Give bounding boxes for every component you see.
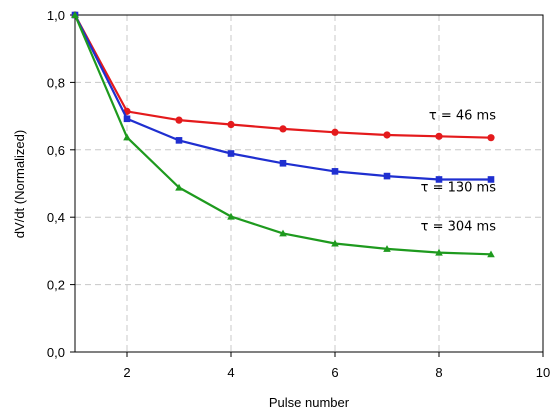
y-tick-label: 0,8 [47,75,65,90]
data-point [487,134,495,142]
data-point [227,120,235,129]
y-tick-label: 0,0 [47,345,65,360]
data-point [383,172,391,180]
data-point [331,128,339,136]
series-line [74,14,491,181]
data-point [435,248,443,256]
data-point [331,239,339,247]
x-tick-label: 8 [435,365,442,380]
series-2 [71,11,495,183]
x-tick-label: 4 [227,365,234,380]
data-point [487,176,495,183]
data-point [383,245,391,252]
data-point [487,250,495,258]
data-point [279,125,287,133]
grid [75,15,543,352]
data-point [227,212,235,220]
x-axis-title: Pulse number [269,395,350,410]
data-point [435,132,443,140]
y-axis-title: dV/dt (Normalized) [12,130,27,238]
y-tick-label: 1,0 [47,8,65,23]
y-tick-label: 0,4 [47,210,65,225]
series-annotation: τ = 130 ms [421,180,497,195]
x-tick-label: 2 [123,365,130,380]
data-point [435,176,443,183]
series-3 [71,11,495,258]
y-tick-label: 0,2 [47,278,65,293]
x-tick-label: 10 [536,365,550,380]
data-point [175,116,183,124]
y-tick-label: 0,6 [47,143,65,158]
data-point [331,168,339,175]
data-point [175,137,183,144]
x-tick-label: 6 [331,365,338,380]
data-point [279,159,287,167]
data-point [279,229,287,237]
x-axis-ticks: 2 4 6 8 10 [123,352,550,380]
series-layer [71,11,495,258]
data-point [123,115,131,123]
data-point [175,183,183,191]
y-axis-ticks: 0,0 0,2 0,4 0,6 0,8 1,0 [47,8,75,360]
data-point [383,131,391,139]
data-point [71,11,79,19]
series-annotation: τ = 46 ms [429,109,496,124]
plot-frame [74,14,544,353]
annotations: τ = 46 ms τ = 130 ms τ = 304 ms [421,109,497,235]
series-annotation: τ = 304 ms [421,219,497,234]
data-point [123,133,131,141]
data-point [227,150,235,157]
